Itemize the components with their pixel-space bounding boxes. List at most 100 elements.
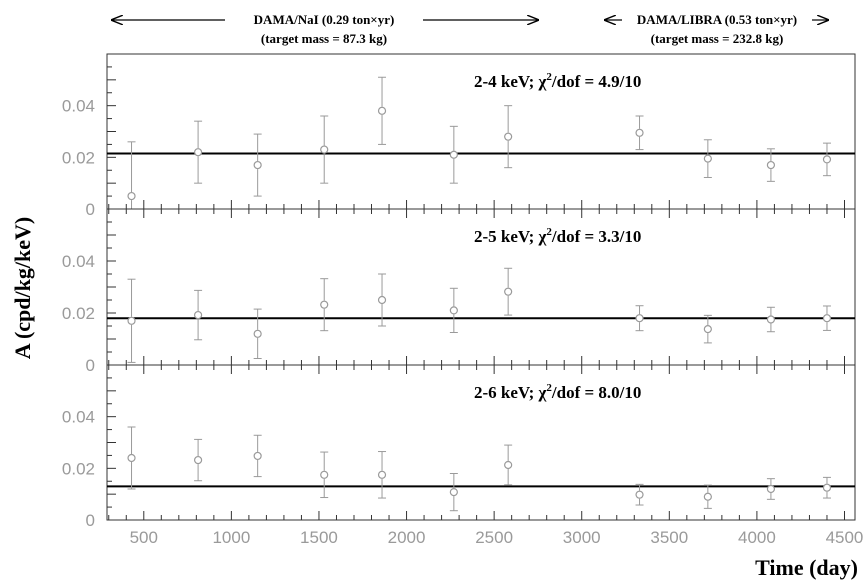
point-marker — [703, 154, 712, 163]
point-marker — [127, 316, 136, 325]
data-point — [320, 451, 329, 499]
point-marker — [127, 191, 136, 201]
x-axis-title: Time (day) — [755, 555, 858, 580]
point-marker — [449, 150, 458, 159]
data-point — [377, 76, 387, 145]
libra-mass-label: (target mass = 232.8 kg) — [651, 31, 784, 46]
point-marker — [504, 132, 513, 141]
data-point — [449, 473, 458, 512]
annotation-suffix: /dof = 4.9/10 — [551, 72, 642, 91]
point-marker — [449, 488, 458, 497]
data-point — [449, 287, 458, 333]
point-marker — [822, 314, 832, 323]
panel-annotation: 2-6 keV; χ2/dof = 8.0/10 — [474, 382, 641, 402]
data-point — [822, 476, 832, 499]
point-marker — [635, 314, 644, 323]
data-point — [449, 125, 458, 184]
data-point — [703, 484, 712, 509]
y-tick-label: 0 — [86, 200, 95, 219]
nai-mass-label: (target mass = 87.3 kg) — [261, 31, 387, 46]
y-tick-label: 0 — [86, 356, 95, 375]
data-point — [253, 308, 262, 359]
y-axis-title: A (cpd/kg/keV) — [10, 217, 35, 359]
point-marker — [703, 492, 712, 501]
point-marker — [193, 455, 203, 465]
point-marker — [127, 453, 136, 463]
point-marker — [635, 128, 644, 137]
x-tick-label: 3000 — [563, 528, 601, 547]
data-point — [766, 148, 776, 182]
panel-3: 0 0.02 0.04 2-6 keV; χ2/dof = 8.0/10 — [62, 364, 856, 530]
data-point — [127, 141, 136, 210]
point-marker — [822, 155, 832, 164]
point-marker — [766, 484, 776, 494]
data-point — [193, 120, 203, 184]
point-marker — [193, 148, 203, 157]
annotation-superscript: 2 — [546, 71, 552, 83]
data-point — [127, 426, 136, 490]
y-tick-label: 0.02 — [62, 148, 95, 167]
data-point — [635, 115, 644, 151]
point-marker — [320, 300, 329, 309]
point-marker — [377, 295, 387, 305]
point-marker — [504, 460, 513, 470]
annotation-suffix: /dof = 3.3/10 — [551, 227, 642, 246]
data-point — [320, 115, 329, 184]
point-marker — [253, 160, 262, 170]
data-point — [193, 438, 203, 482]
data-point — [635, 483, 644, 506]
x-tick-label: 2000 — [388, 528, 426, 547]
x-tick-label: 2500 — [475, 528, 513, 547]
data-point — [822, 142, 832, 177]
data-point — [377, 451, 387, 499]
point-marker — [766, 160, 776, 170]
y-tick-label: 0.04 — [62, 408, 95, 427]
panel-annotation: 2-4 keV; χ2/dof = 4.9/10 — [474, 71, 641, 91]
y-tick-label: 0.04 — [62, 252, 95, 271]
point-marker — [193, 310, 203, 320]
annotation-prefix: 2-5 keV; χ — [474, 227, 547, 246]
data-point — [635, 305, 644, 332]
data-point — [766, 478, 776, 500]
point-marker — [253, 451, 262, 461]
point-marker — [253, 329, 262, 338]
point-marker — [703, 325, 712, 334]
point-marker — [635, 490, 644, 499]
x-tick-label: 500 — [130, 528, 158, 547]
annotation-suffix: /dof = 8.0/10 — [551, 383, 642, 402]
annotation-prefix: 2-4 keV; χ — [474, 72, 547, 91]
data-point — [377, 273, 387, 327]
x-tick-label: 1500 — [300, 528, 338, 547]
x-tick-label: 4500 — [826, 528, 864, 547]
annotation-superscript: 2 — [546, 226, 552, 238]
data-point — [504, 444, 513, 486]
point-marker — [449, 306, 458, 315]
x-tick-label: 4000 — [738, 528, 776, 547]
panel-2: 0 0.02 0.04 2-5 keV; χ2/dof = 3.3/10 — [62, 208, 856, 375]
x-tick-label: 3500 — [650, 528, 688, 547]
point-marker — [377, 106, 387, 115]
data-point — [766, 306, 776, 333]
panel-1: 0 0.02 0.04 2-4 keV; χ2/dof = 4.9/10 — [62, 53, 856, 219]
point-marker — [504, 287, 513, 296]
point-marker — [766, 315, 776, 324]
data-point — [703, 139, 712, 178]
data-point — [504, 267, 513, 316]
data-point — [504, 105, 513, 169]
point-marker — [320, 470, 329, 479]
point-marker — [377, 470, 387, 479]
data-point — [253, 133, 262, 197]
point-marker — [822, 483, 832, 492]
annotation-superscript: 2 — [546, 382, 552, 394]
y-tick-label: 0.02 — [62, 459, 95, 478]
panel-annotation: 2-5 keV; χ2/dof = 3.3/10 — [474, 226, 641, 246]
y-tick-label: 0.02 — [62, 304, 95, 323]
y-tick-label: 0 — [86, 511, 95, 530]
panels: 00.020.042-4 keV; χ2/dof = 4.9/1000.020.… — [62, 53, 864, 547]
annotation-prefix: 2-6 keV; χ — [474, 383, 547, 402]
data-point — [703, 314, 712, 344]
y-tick-label: 0.04 — [62, 97, 95, 116]
data-point — [193, 289, 203, 341]
data-point — [320, 278, 329, 332]
